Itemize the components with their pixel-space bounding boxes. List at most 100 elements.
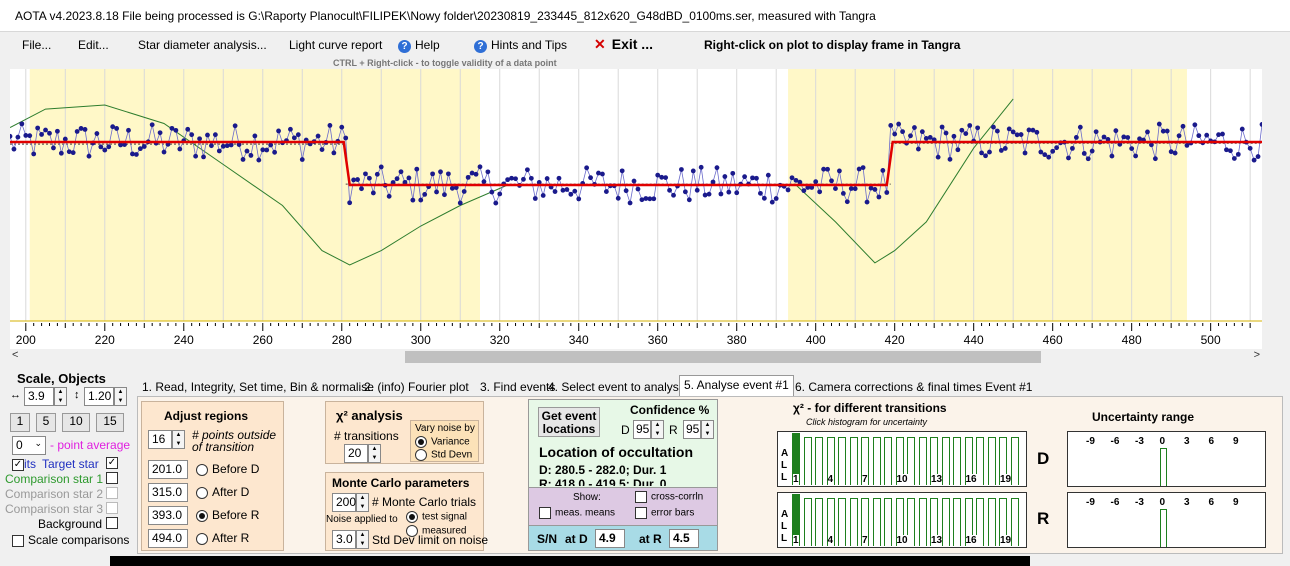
target-star-checkbox[interactable]: ✓ <box>106 457 118 469</box>
point-average-select[interactable]: 0 ⌄ <box>12 436 46 455</box>
histogram-bar[interactable] <box>849 437 858 485</box>
menu-star-diameter[interactable]: Star diameter analysis... <box>138 38 267 52</box>
std-dev-limit-input[interactable]: 3.0 <box>332 530 356 549</box>
histogram-bar[interactable] <box>930 437 938 485</box>
histogram-bar[interactable] <box>918 498 927 546</box>
chevron-left-icon[interactable]: < <box>12 349 19 361</box>
before-d-input[interactable]: 201.0 <box>148 460 188 479</box>
background-checkbox[interactable] <box>106 517 118 529</box>
cross-corrln-option[interactable]: cross-corrln <box>635 491 703 503</box>
comparison-star-3-checkbox[interactable] <box>106 502 118 514</box>
histogram-bar[interactable] <box>826 437 835 485</box>
variance-radio[interactable]: Variance <box>415 436 470 448</box>
scale-button-5[interactable]: 5 <box>36 413 56 432</box>
histogram-bar[interactable] <box>895 437 904 485</box>
menu-file[interactable]: File... <box>22 38 52 52</box>
menu-light-curve-report[interactable]: Light curve report <box>289 38 383 52</box>
test-signal-radio[interactable]: test signal <box>406 511 467 523</box>
target-star-plot-checkbox[interactable]: ✓ <box>12 458 24 471</box>
histogram-bar[interactable] <box>1010 437 1019 485</box>
scale-button-15[interactable]: 15 <box>96 413 124 432</box>
histogram-bar[interactable] <box>953 437 961 485</box>
scroll-thumb[interactable] <box>405 351 1041 363</box>
scale-x-stepper[interactable]: ▲ ▼ <box>54 387 67 406</box>
before-d-radio[interactable]: Before D <box>196 462 259 476</box>
confidence-d-stepper[interactable]: ▲ ▼ <box>651 420 664 439</box>
light-curve-plot[interactable]: 200 220 240 260 280 300 320 340 360 380 400 420 440 4… <box>10 69 1262 349</box>
histogram-bar[interactable] <box>792 494 800 546</box>
monte-carlo-trials-stepper[interactable]: ▲ ▼ <box>356 493 369 512</box>
menu-hints[interactable]: ? Hints and Tips <box>474 38 567 53</box>
histogram-bar[interactable] <box>964 498 973 546</box>
histogram-bar[interactable] <box>976 437 984 485</box>
histogram-bar[interactable] <box>941 437 950 485</box>
cross-corrln-checkbox[interactable] <box>635 491 647 503</box>
before-r-input[interactable]: 393.0 <box>148 506 188 525</box>
after-d-radio-mark[interactable] <box>196 486 208 499</box>
error-bars-option[interactable]: error bars <box>635 507 694 519</box>
histogram-bar[interactable] <box>999 498 1007 546</box>
histogram-bar[interactable] <box>999 437 1007 485</box>
histogram-bar[interactable] <box>987 437 996 485</box>
tab-find-events[interactable]: 3. Find events <box>480 380 556 394</box>
error-bars-checkbox[interactable] <box>635 507 647 519</box>
menu-help[interactable]: ? Help <box>398 38 440 53</box>
transitions-input[interactable]: 20 <box>344 444 368 463</box>
after-r-input[interactable]: 494.0 <box>148 529 188 548</box>
scale-button-10[interactable]: 10 <box>62 413 90 432</box>
transitions-stepper[interactable]: ▲ ▼ <box>368 444 381 463</box>
points-outside-stepper[interactable]: ▲ ▼ <box>172 430 185 449</box>
d-histogram[interactable]: A L L 1 4 7 10 13 16 19 <box>777 431 1027 487</box>
plot-scrollbar[interactable]: < > <box>10 349 1262 365</box>
histogram-bar[interactable] <box>918 437 927 485</box>
std-devn-radio[interactable]: Std Devn <box>415 449 472 461</box>
histogram-bar[interactable] <box>849 498 858 546</box>
after-d-input[interactable]: 315.0 <box>148 483 188 502</box>
comparison-star-1-checkbox[interactable] <box>106 472 118 484</box>
histogram-bar[interactable] <box>941 498 950 546</box>
after-r-radio[interactable]: After R <box>196 531 249 545</box>
histogram-bar[interactable] <box>895 498 904 546</box>
histogram-bar[interactable] <box>861 498 869 546</box>
confidence-d-input[interactable]: 95 <box>633 420 651 439</box>
before-r-radio-mark[interactable] <box>196 509 208 522</box>
histogram-bar[interactable] <box>861 437 869 485</box>
confidence-r-input[interactable]: 95 <box>683 420 701 439</box>
histogram-bar[interactable] <box>907 437 915 485</box>
std-dev-limit-stepper[interactable]: ▲ ▼ <box>356 530 369 549</box>
histogram-bar[interactable] <box>872 498 881 546</box>
histogram-bar[interactable] <box>884 498 892 546</box>
tab-analyse-event[interactable]: 5. Analyse event #1 <box>679 375 794 396</box>
monte-carlo-trials-input[interactable]: 200 <box>332 493 356 512</box>
menu-edit[interactable]: Edit... <box>78 38 109 52</box>
test-signal-radio-mark[interactable] <box>406 511 418 523</box>
std-devn-radio-mark[interactable] <box>415 449 427 461</box>
before-r-radio[interactable]: Before R <box>196 508 259 522</box>
meas-means-checkbox[interactable] <box>539 507 551 519</box>
measured-radio-mark[interactable] <box>406 525 418 537</box>
points-outside-input[interactable]: 16 <box>148 430 172 449</box>
r-histogram[interactable]: A L L 1 4 7 10 13 16 19 <box>777 492 1027 548</box>
tab-fourier[interactable]: 2. (info) Fourier plot <box>364 380 469 394</box>
menu-exit[interactable]: ✕ Exit ... <box>594 36 653 53</box>
get-event-locations-button[interactable]: Get event locations <box>538 407 600 437</box>
scale-y-stepper[interactable]: ▲ ▼ <box>114 387 127 406</box>
confidence-r-stepper[interactable]: ▲ ▼ <box>701 420 714 439</box>
histogram-bar[interactable] <box>987 498 996 546</box>
histogram-bar[interactable] <box>803 498 812 546</box>
histogram-bar[interactable] <box>884 437 892 485</box>
histogram-bar[interactable] <box>872 437 881 485</box>
histogram-bar[interactable] <box>907 498 915 546</box>
histogram-bar[interactable] <box>838 437 846 485</box>
tab-read-integrity[interactable]: 1. Read, Integrity, Set time, Bin & norm… <box>142 380 374 394</box>
histogram-bar[interactable] <box>826 498 835 546</box>
scale-comparisons-row[interactable]: Scale comparisons <box>12 533 129 547</box>
after-r-radio-mark[interactable] <box>196 532 208 545</box>
scale-button-1[interactable]: 1 <box>10 413 30 432</box>
scale-comparisons-checkbox[interactable] <box>12 534 24 547</box>
tab-select-event[interactable]: 4. Select event to analyse <box>548 380 686 394</box>
chevron-right-icon[interactable]: > <box>1253 349 1260 361</box>
histogram-bar[interactable] <box>792 433 800 485</box>
histogram-bar[interactable] <box>964 437 973 485</box>
histogram-bar[interactable] <box>838 498 846 546</box>
